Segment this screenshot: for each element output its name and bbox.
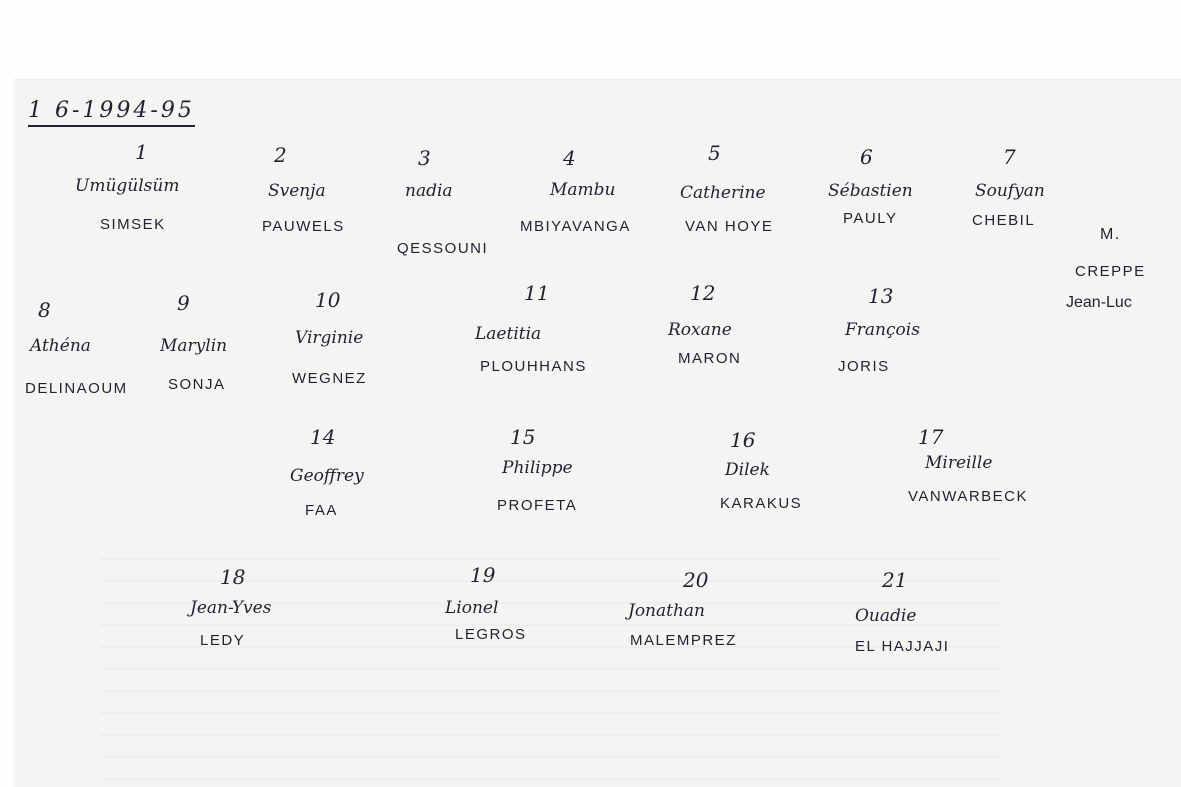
bleed-through-texture — [100, 540, 1000, 780]
student-number: 5 — [708, 141, 721, 165]
student-last-name: VANWARBECK — [908, 488, 1029, 505]
student-first-name: nadia — [405, 181, 453, 201]
student-number: 14 — [310, 425, 336, 449]
student-number: 10 — [315, 288, 341, 312]
student-first-name: Mambu — [550, 180, 616, 200]
student-first-name: Lionel — [445, 598, 499, 618]
student-last-name: WEGNEZ — [292, 370, 367, 387]
student-last-name: FAA — [305, 502, 338, 519]
student-last-name: PROFETA — [497, 497, 578, 514]
student-number: 15 — [510, 425, 536, 449]
student-first-name: Svenja — [268, 181, 326, 201]
student-number: 7 — [1003, 145, 1016, 169]
student-number: 18 — [220, 565, 246, 589]
student-last-name: MALEMPREZ — [630, 632, 737, 649]
student-last-name: CHEBIL — [972, 212, 1036, 229]
student-first-name: Philippe — [502, 458, 573, 478]
student-number: 3 — [418, 146, 431, 170]
student-first-name: Geoffrey — [290, 466, 364, 486]
student-number: 13 — [868, 284, 894, 308]
student-last-name: QESSOUNI — [397, 240, 489, 257]
student-first-name: Virginie — [295, 328, 364, 348]
teacher-prefix: M. — [1100, 226, 1121, 243]
student-number: 16 — [730, 428, 756, 452]
student-first-name: Catherine — [680, 183, 766, 203]
student-number: 6 — [860, 145, 873, 169]
student-first-name: Mireille — [925, 453, 993, 473]
student-number: 9 — [177, 291, 190, 315]
student-number: 12 — [690, 281, 716, 305]
student-first-name: Soufyan — [975, 181, 1045, 201]
student-last-name: LEDY — [200, 632, 246, 649]
paper-sheet — [14, 80, 1181, 787]
student-last-name: MBIYAVANGA — [520, 218, 631, 235]
student-last-name: SIMSEK — [100, 216, 166, 233]
student-number: 8 — [38, 298, 51, 322]
student-first-name: Sébastien — [828, 181, 913, 201]
student-number: 20 — [683, 568, 709, 592]
student-first-name: Marylin — [160, 336, 228, 356]
student-last-name: PAULY — [843, 210, 898, 227]
student-number: 21 — [882, 568, 908, 592]
student-last-name: LEGROS — [455, 626, 527, 643]
student-first-name: Roxane — [668, 320, 732, 340]
student-first-name: Umügülsüm — [75, 176, 180, 196]
teacher-first-name: Jean-Luc — [1066, 294, 1132, 311]
student-first-name: Ouadie — [855, 606, 917, 626]
student-last-name: PAUWELS — [262, 218, 345, 235]
class-title: 1 6-1994-95 — [28, 98, 195, 127]
student-number: 2 — [274, 143, 287, 167]
teacher-last-name: CREPPE — [1075, 263, 1146, 280]
student-last-name: PLOUHHANS — [480, 358, 587, 375]
student-number: 4 — [563, 146, 576, 170]
student-last-name: KARAKUS — [720, 495, 803, 512]
student-first-name: Athéna — [30, 336, 91, 356]
student-first-name: Dilek — [725, 460, 770, 480]
student-last-name: MARON — [678, 350, 742, 367]
student-number: 19 — [470, 563, 496, 587]
student-last-name: JORIS — [838, 358, 890, 375]
student-last-name: EL HAJJAJI — [855, 638, 950, 655]
student-last-name: SONJA — [168, 376, 226, 393]
student-first-name: Jonathan — [628, 601, 705, 621]
student-number: 11 — [524, 281, 550, 305]
student-number: 1 — [135, 140, 148, 164]
student-last-name: DELINAOUM — [25, 380, 128, 397]
student-last-name: VAN HOYE — [685, 218, 774, 235]
student-first-name: François — [845, 320, 920, 340]
student-number: 17 — [918, 425, 944, 449]
student-first-name: Jean-Yves — [190, 598, 272, 618]
student-first-name: Laetitia — [475, 324, 542, 344]
